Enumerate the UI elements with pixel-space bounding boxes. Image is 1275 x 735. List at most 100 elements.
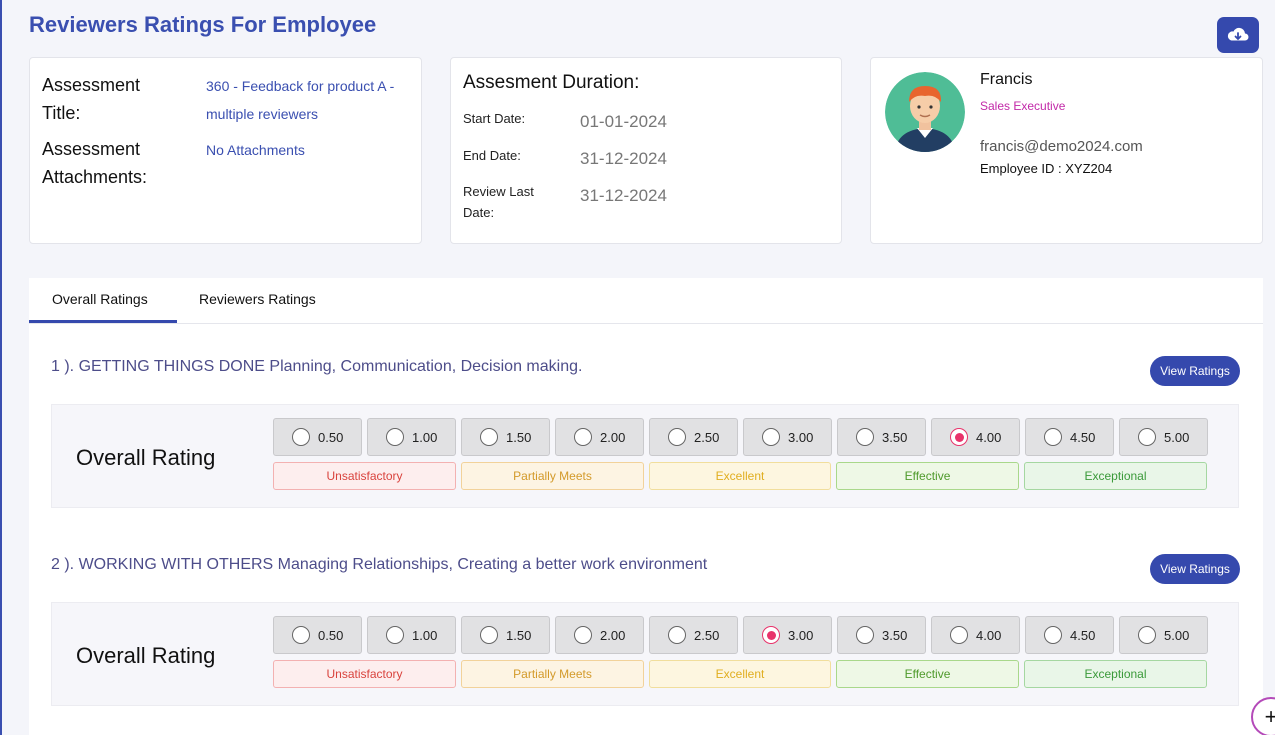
rating-option-2-00[interactable]: 2.00 [555,616,644,654]
question-section: 2 ). WORKING WITH OTHERS Managing Relati… [29,554,1263,735]
rating-option-2-50[interactable]: 2.50 [649,418,738,456]
rating-option-label: 1.00 [412,429,438,445]
radio-button[interactable] [292,626,310,644]
rating-option-label: 1.50 [506,627,532,643]
overall-rating-label: Overall Rating [76,643,216,668]
question-title: 1 ). GETTING THINGS DONE Planning, Commu… [51,358,583,375]
rating-option-1-00[interactable]: 1.00 [367,616,456,654]
rating-option-3-00[interactable]: 3.00 [743,418,832,456]
rating-option-label: 4.00 [976,627,1002,643]
assessment-card: Assessment Title: 360 - Feedback for pro… [29,57,422,244]
page-title: Reviewers Ratings For Employee [29,12,377,37]
rating-option-1-50[interactable]: 1.50 [461,418,550,456]
rating-option-label: 5.00 [1164,627,1190,643]
end-date-label: End Date: [463,148,521,163]
radio-button[interactable] [480,626,498,644]
category-unsatisfactory: Unsatisfactory [273,660,456,688]
rating-option-0-50[interactable]: 0.50 [273,616,362,654]
rating-box: Overall Rating 0.50 1.00 1.50 2.00 2.50 3.00 3… [51,602,1239,706]
view-ratings-button[interactable]: View Ratings [1150,356,1240,386]
radio-button[interactable] [1138,428,1156,446]
employee-role: Sales Executive [980,99,1066,113]
rating-option-label: 2.00 [600,429,626,445]
category-excellent: Excellent [649,660,831,688]
rating-option-4-00[interactable]: 4.00 [931,616,1020,654]
radio-button[interactable] [480,428,498,446]
rating-option-2-00[interactable]: 2.00 [555,418,644,456]
rating-option-label: 2.00 [600,627,626,643]
rating-option-label: 5.00 [1164,429,1190,445]
category-unsatisfactory: Unsatisfactory [273,462,456,490]
radio-button[interactable] [1044,626,1062,644]
overall-rating-label: Overall Rating [76,445,216,470]
active-tab-indicator [29,320,177,323]
duration-card: Assesment Duration: Start Date: 01-01-20… [450,57,842,244]
rating-option-4-50[interactable]: 4.50 [1025,418,1114,456]
rating-option-2-50[interactable]: 2.50 [649,616,738,654]
category-exceptional: Exceptional [1024,660,1207,688]
review-last-date-label: Review Last Date: [463,184,534,220]
end-date-value: 31-12-2024 [580,149,667,168]
rating-option-3-00[interactable]: 3.00 [743,616,832,654]
radio-button[interactable] [668,626,686,644]
rating-option-label: 3.50 [882,429,908,445]
left-border [0,0,2,735]
rating-option-4-50[interactable]: 4.50 [1025,616,1114,654]
category-partially-meets: Partially Meets [461,660,644,688]
rating-option-5-00[interactable]: 5.00 [1119,418,1208,456]
rating-option-label: 4.00 [976,429,1002,445]
review-last-date-value: 31-12-2024 [580,186,667,205]
radio-button[interactable] [1044,428,1062,446]
tab-overall-ratings[interactable]: Overall Ratings [52,291,148,307]
assessment-attachments-label: Assessment Attachments: [42,139,148,187]
rating-option-0-50[interactable]: 0.50 [273,418,362,456]
radio-button[interactable] [668,428,686,446]
rating-option-label: 2.50 [694,429,720,445]
employee-name: Francis [980,71,1033,88]
rating-option-label: 1.50 [506,429,532,445]
radio-button[interactable] [574,626,592,644]
download-button[interactable] [1217,17,1259,53]
category-effective: Effective [836,660,1019,688]
tab-reviewers-ratings[interactable]: Reviewers Ratings [199,291,316,307]
cloud-download-icon [1227,27,1249,41]
assessment-attachments-value[interactable]: No Attachments [206,142,305,158]
tab-bar: Overall Ratings Reviewers Ratings [29,278,1263,324]
rating-box: Overall Rating 0.50 1.00 1.50 2.00 2.50 3.00 3… [51,404,1239,508]
rating-option-3-50[interactable]: 3.50 [837,418,926,456]
rating-option-5-00[interactable]: 5.00 [1119,616,1208,654]
rating-option-label: 3.00 [788,429,814,445]
radio-button[interactable] [950,428,968,446]
rating-option-label: 2.50 [694,627,720,643]
radio-button[interactable] [950,626,968,644]
category-effective: Effective [836,462,1019,490]
rating-option-3-50[interactable]: 3.50 [837,616,926,654]
radio-button[interactable] [856,626,874,644]
category-excellent: Excellent [649,462,831,490]
category-exceptional: Exceptional [1024,462,1207,490]
radio-button[interactable] [386,626,404,644]
question-section: 1 ). GETTING THINGS DONE Planning, Commu… [29,356,1263,548]
employee-email: francis@demo2024.com [980,138,1143,155]
radio-button[interactable] [386,428,404,446]
start-date-label: Start Date: [463,111,526,126]
question-title: 2 ). WORKING WITH OTHERS Managing Relati… [51,556,708,573]
view-ratings-button[interactable]: View Ratings [1150,554,1240,584]
radio-button[interactable] [762,626,780,644]
rating-option-1-50[interactable]: 1.50 [461,616,550,654]
employee-id: Employee ID : XYZ204 [980,161,1113,176]
plus-icon[interactable]: + [1251,697,1275,735]
rating-option-label: 3.00 [788,627,814,643]
rating-option-label: 4.50 [1070,429,1096,445]
radio-button[interactable] [1138,626,1156,644]
rating-option-label: 0.50 [318,627,344,643]
radio-button[interactable] [574,428,592,446]
radio-button[interactable] [762,428,780,446]
rating-option-label: 3.50 [882,627,908,643]
assessment-title-label: Assessment Title: [42,75,141,123]
radio-button[interactable] [292,428,310,446]
rating-option-4-00[interactable]: 4.00 [931,418,1020,456]
rating-option-1-00[interactable]: 1.00 [367,418,456,456]
duration-heading: Assesment Duration: [463,72,640,93]
radio-button[interactable] [856,428,874,446]
